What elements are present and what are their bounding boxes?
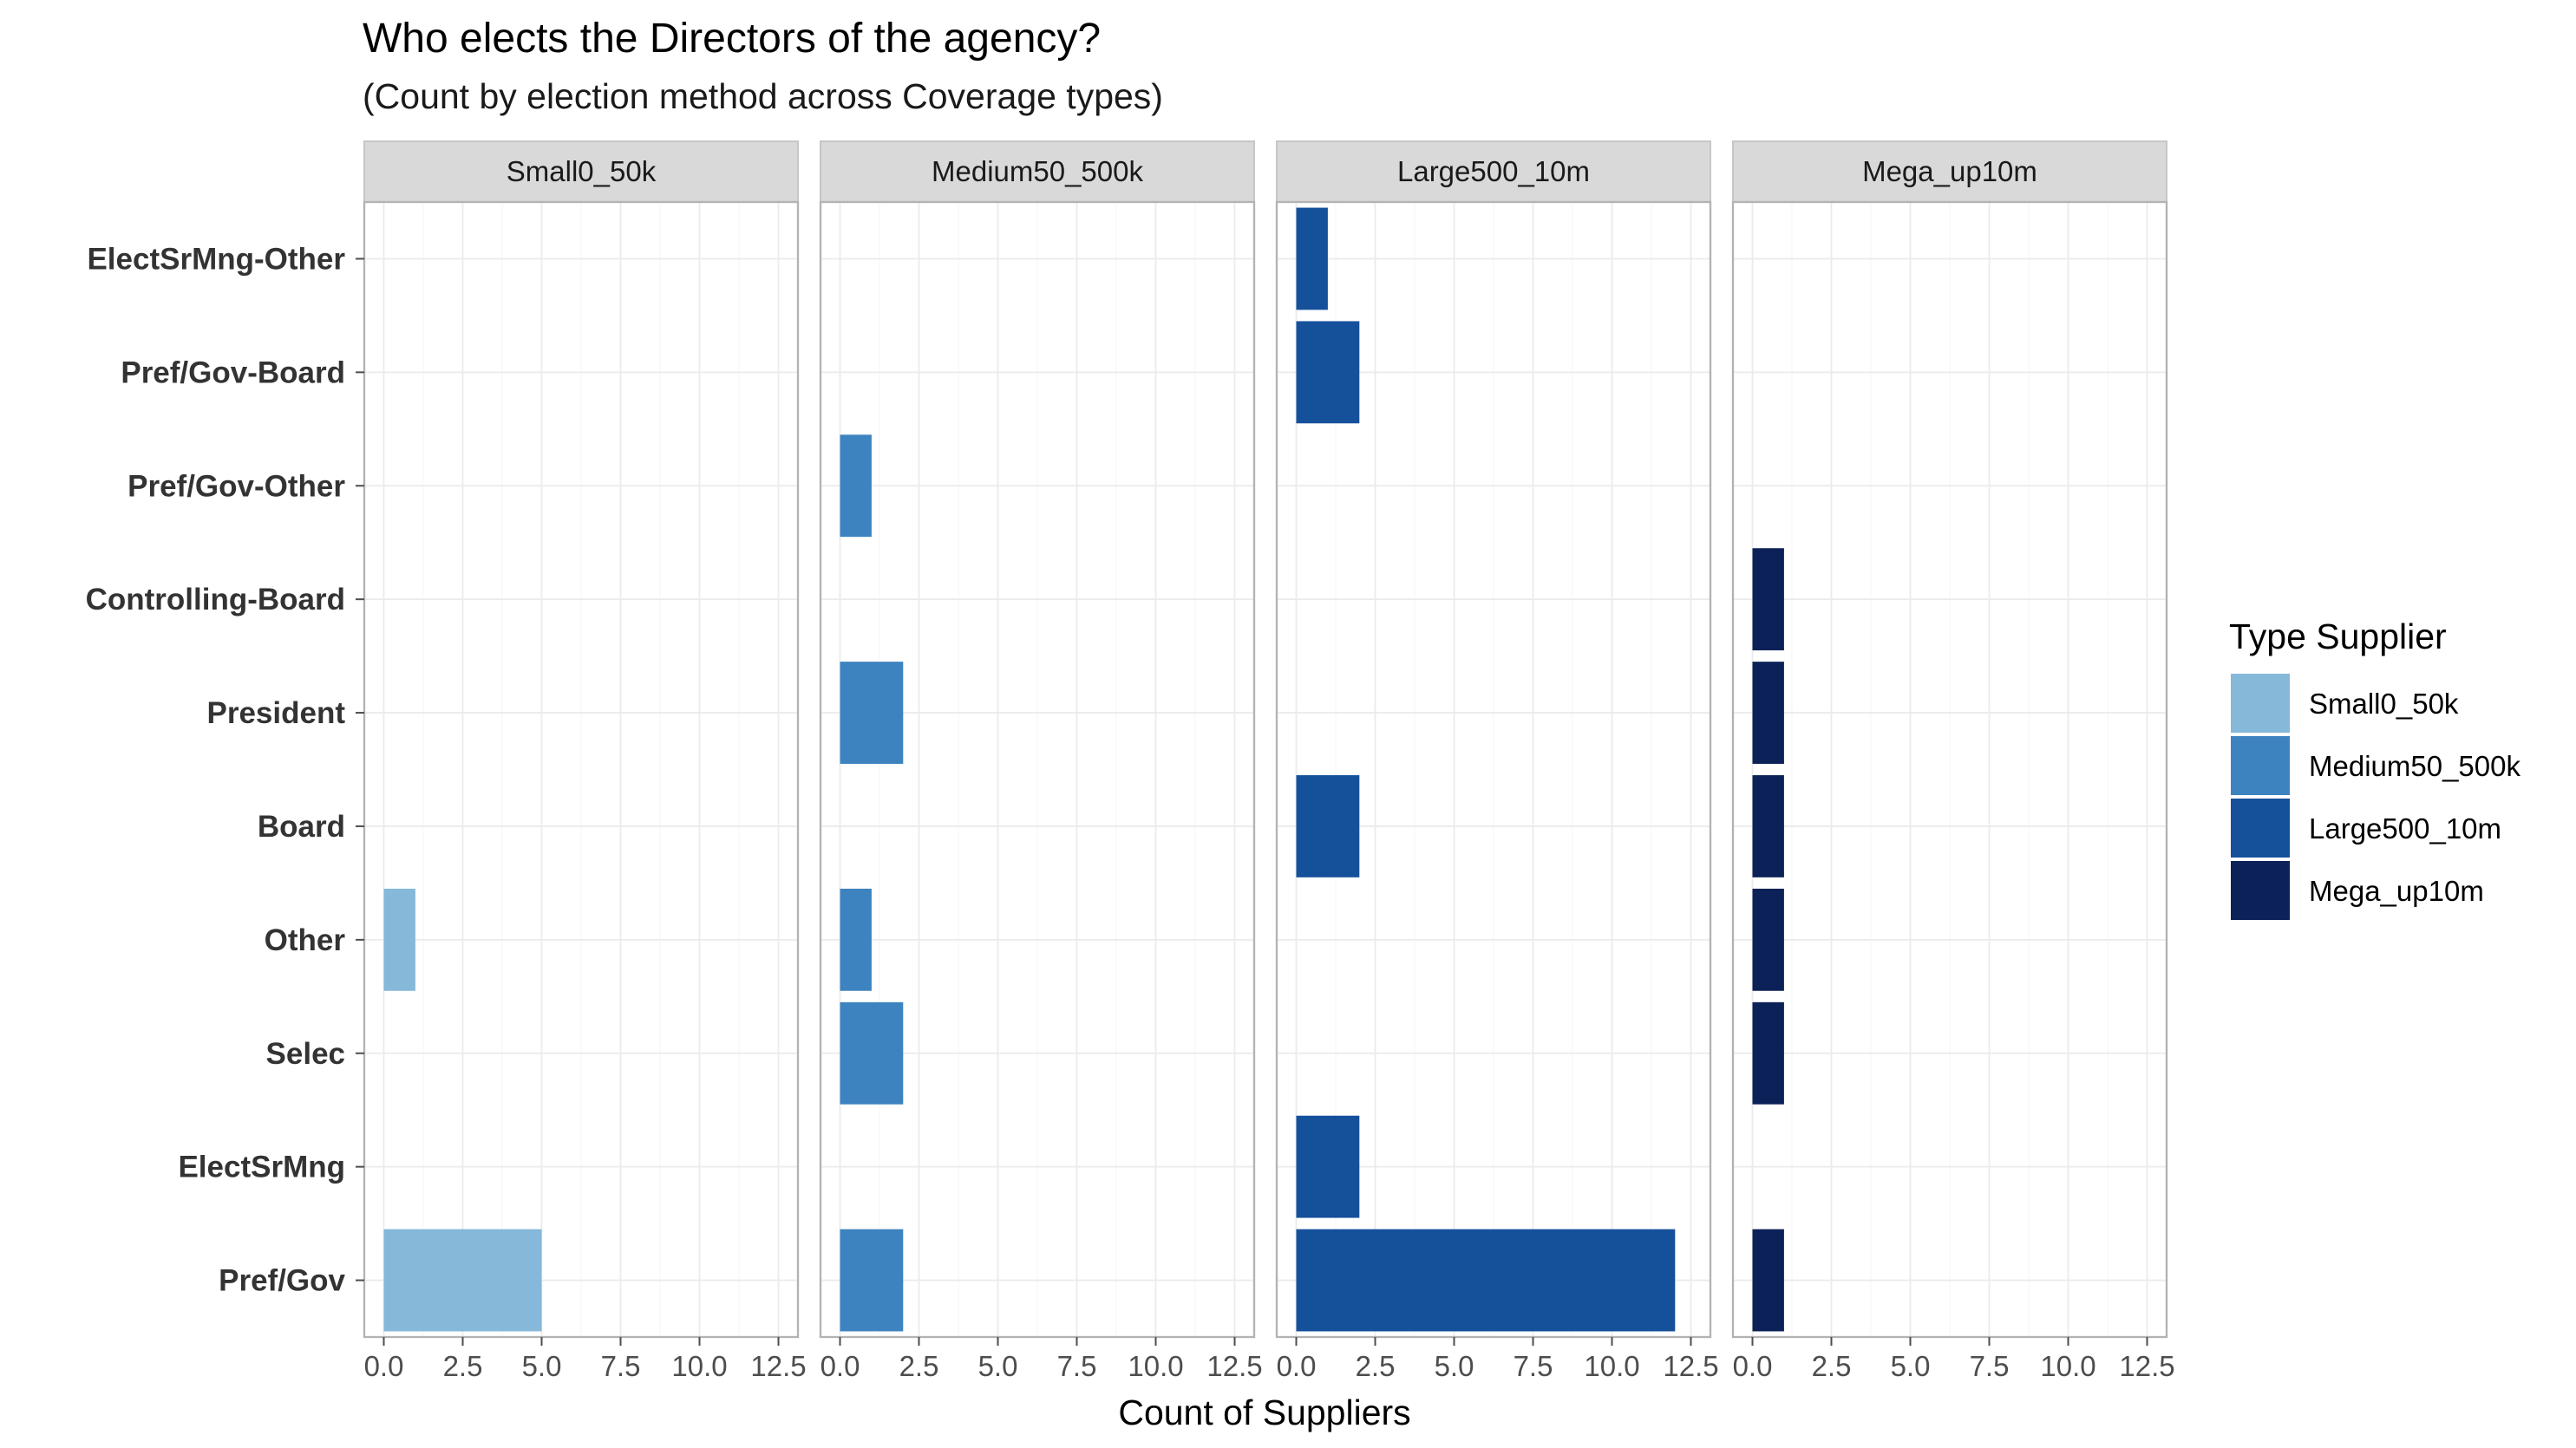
- x-tick-label: 7.5: [1970, 1350, 2010, 1382]
- x-axis-title: Count of Suppliers: [1118, 1393, 1410, 1432]
- facet-mega-up10m: Mega_up10m 0.0 2.5 5.0 7.5 10.0 12.5: [1731, 140, 2175, 1382]
- facet-strip: [1276, 140, 1711, 203]
- bar-medium50-500k-pref-gov-other: [840, 434, 872, 538]
- bar-small0-50k-other: [383, 888, 415, 991]
- x-tick-label: 10.0: [671, 1350, 727, 1382]
- x-tick-label: 0.0: [364, 1350, 404, 1382]
- x-tick-label: 12.5: [750, 1350, 806, 1382]
- facet-strip: [363, 140, 799, 203]
- x-tick-label: 2.5: [1812, 1350, 1852, 1382]
- bar-mega-up10m-president: [1752, 662, 1784, 764]
- facet-medium50-500k: Medium50_500k 0.0 2.5 5.0 7.5 10.0 12.5: [819, 140, 1263, 1382]
- x-tick-label: 10.0: [2040, 1350, 2095, 1382]
- x-tick-label: 2.5: [899, 1350, 939, 1382]
- legend-label-small0-50k: Small0_50k: [2309, 688, 2459, 720]
- legend-label-large500-10m: Large500_10m: [2309, 812, 2501, 845]
- bar-mega-up10m-other: [1752, 888, 1784, 991]
- y-label-pref-gov-board: Pref/Gov-Board: [121, 355, 345, 389]
- bar-mega-up10m-pref-gov: [1752, 1229, 1784, 1332]
- x-tick-label: 0.0: [1277, 1350, 1317, 1382]
- x-tick-label: 0.0: [1733, 1350, 1773, 1382]
- x-tick-label: 7.5: [1057, 1350, 1097, 1382]
- y-label-electsrmng: ElectSrMng: [178, 1151, 345, 1184]
- legend-swatch-small0-50k: [2231, 674, 2290, 733]
- bar-medium50-500k-pref-gov: [840, 1229, 904, 1332]
- bar-large500-10m-board: [1296, 775, 1360, 877]
- bar-medium50-500k-president: [840, 662, 904, 764]
- x-tick-label: 12.5: [1663, 1350, 1718, 1382]
- legend-label-medium50-500k: Medium50_500k: [2309, 750, 2520, 782]
- x-tick-label: 5.0: [1891, 1350, 1931, 1382]
- x-tick-label: 2.5: [443, 1350, 483, 1382]
- y-label-other: Other: [265, 923, 346, 957]
- y-label-controlling-board: Controlling-Board: [86, 583, 345, 616]
- x-tick-label: 5.0: [978, 1350, 1018, 1382]
- chart-title: Who elects the Directors of the agency?: [363, 16, 1101, 62]
- facet-strip-label: Medium50_500k: [932, 155, 1143, 187]
- x-tick-label: 5.0: [1435, 1350, 1474, 1382]
- legend-swatch-medium50-500k: [2231, 736, 2290, 795]
- x-tick-label: 7.5: [601, 1350, 641, 1382]
- facet-strip-label: Large500_10m: [1397, 155, 1590, 187]
- y-label-president: President: [207, 696, 346, 730]
- legend-swatch-mega-up10m: [2231, 861, 2290, 920]
- x-tick-label: 2.5: [1356, 1350, 1396, 1382]
- y-label-pref-gov-other: Pref/Gov-Other: [127, 469, 345, 503]
- x-tick-label: 12.5: [2119, 1350, 2174, 1382]
- panel-border: [1275, 200, 1712, 1339]
- bar-medium50-500k-selec: [840, 1001, 904, 1105]
- panel-border: [1731, 200, 2168, 1339]
- x-tick-label: 10.0: [1584, 1350, 1639, 1382]
- bar-large500-10m-electsrmng-other: [1296, 207, 1328, 310]
- x-tick-label: 0.0: [821, 1350, 860, 1382]
- legend: Type Supplier Small0_50k Medium50_500k Lar…: [2229, 616, 2520, 920]
- bar-large500-10m-pref-gov: [1296, 1229, 1676, 1332]
- facet-strip-label: Mega_up10m: [1862, 155, 2037, 187]
- y-axis-labels: ElectSrMng-Other Pref/Gov-Board Pref/Gov-O…: [86, 242, 364, 1298]
- legend-swatch-large500-10m: [2231, 799, 2290, 858]
- x-tick-label: 12.5: [1206, 1350, 1262, 1382]
- facet-strip-label: Small0_50k: [507, 155, 657, 187]
- x-tick-label: 5.0: [522, 1350, 562, 1382]
- x-tick-label: 10.0: [1128, 1350, 1183, 1382]
- panel-border: [819, 200, 1256, 1339]
- chart-subtitle: (Count by election method across Coverag…: [363, 76, 1163, 116]
- bar-mega-up10m-selec: [1752, 1001, 1784, 1105]
- bar-large500-10m-pref-gov-board: [1296, 321, 1360, 424]
- panel-border: [363, 200, 800, 1339]
- bar-mega-up10m-board: [1752, 775, 1784, 877]
- y-label-selec: Selec: [266, 1037, 345, 1071]
- bar-mega-up10m-controlling-board: [1752, 548, 1784, 651]
- y-label-pref-gov: Pref/Gov: [219, 1264, 345, 1298]
- bar-small0-50k-pref-gov: [383, 1229, 542, 1332]
- legend-label-mega-up10m: Mega_up10m: [2309, 875, 2484, 907]
- bar-large500-10m-electsrmng: [1296, 1115, 1360, 1218]
- x-tick-label: 7.5: [1514, 1350, 1553, 1382]
- bar-medium50-500k-other: [840, 888, 872, 991]
- y-label-board: Board: [258, 810, 345, 844]
- facet-large500-10m: Large500_10m 0.0 2.5 5.0 7.5 10.0 12.5: [1275, 140, 1719, 1382]
- facet-small0-50k: Small0_50k 0.0 2.5 5.0 7.5 10.0 12.5: [363, 140, 807, 1382]
- legend-title: Type Supplier: [2229, 616, 2447, 656]
- facet-strip: [820, 140, 1255, 203]
- y-label-electsrmng-other: ElectSrMng-Other: [87, 242, 345, 276]
